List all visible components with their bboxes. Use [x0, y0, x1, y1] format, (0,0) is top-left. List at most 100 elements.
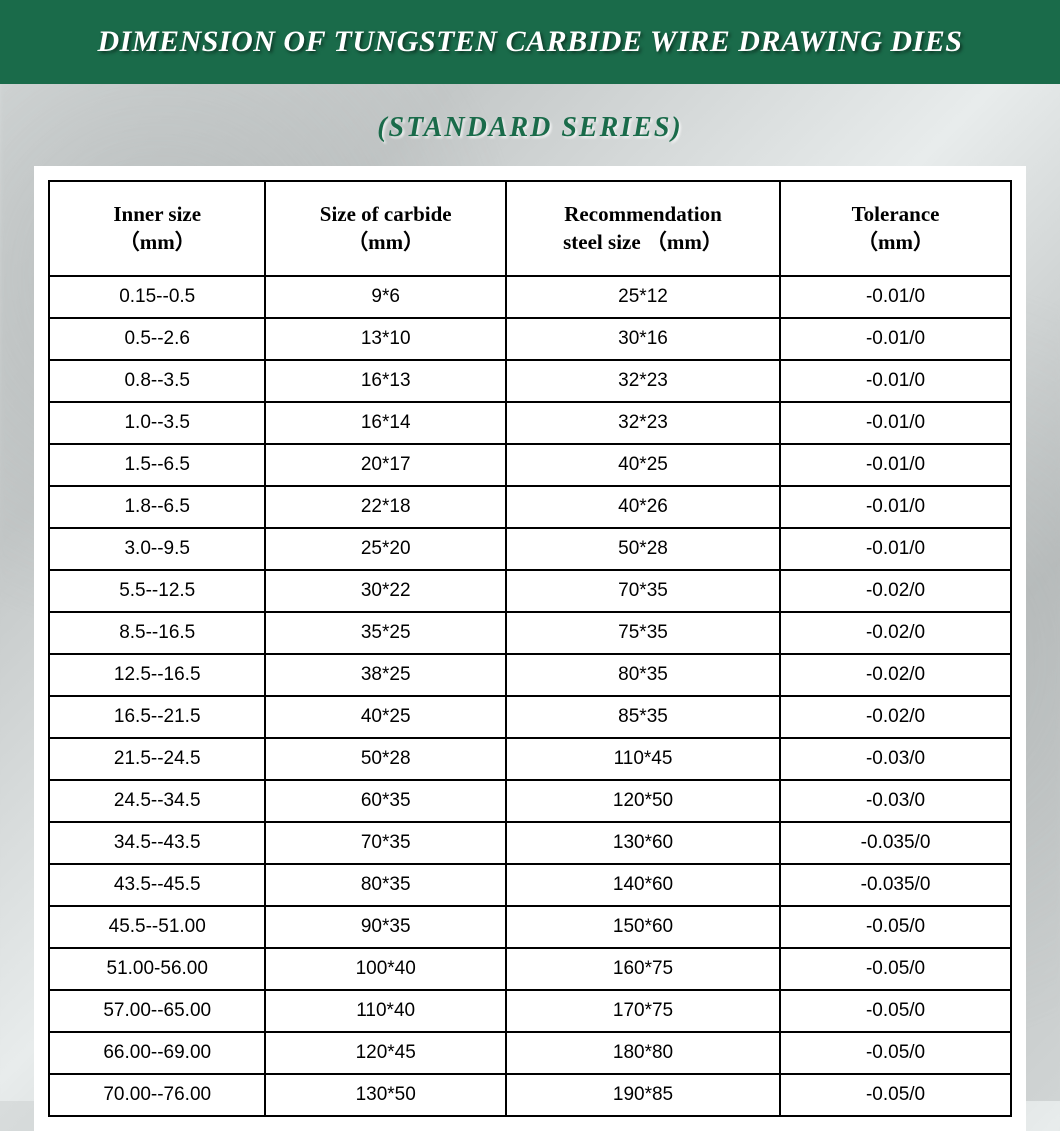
table-cell: 16*14	[265, 402, 506, 444]
table-cell: 40*26	[506, 486, 780, 528]
table-row: 43.5--45.580*35140*60-0.035/0	[49, 864, 1011, 906]
subtitle: (STANDARD SERIES)	[0, 112, 1060, 144]
table-cell: 16*13	[265, 360, 506, 402]
table-row: 5.5--12.530*2270*35-0.02/0	[49, 570, 1011, 612]
table-row: 1.8--6.522*1840*26-0.01/0	[49, 486, 1011, 528]
table-header-row: Inner size （mm） Size of carbide （mm） Rec…	[49, 181, 1011, 276]
table-cell: 80*35	[265, 864, 506, 906]
table-body: 0.15--0.59*625*12-0.01/00.5--2.613*1030*…	[49, 276, 1011, 1116]
table-cell: 190*85	[506, 1074, 780, 1116]
table-cell: 38*25	[265, 654, 506, 696]
table-cell: 1.8--6.5	[49, 486, 265, 528]
dimension-table: Inner size （mm） Size of carbide （mm） Rec…	[48, 180, 1012, 1117]
table-row: 8.5--16.535*2575*35-0.02/0	[49, 612, 1011, 654]
table-cell: 130*50	[265, 1074, 506, 1116]
table-cell: -0.05/0	[780, 990, 1011, 1032]
header-bar: DIMENSION OF TUNGSTEN CARBIDE WIRE DRAWI…	[0, 0, 1060, 84]
col-header-line1: Recommendation	[564, 202, 721, 226]
table-row: 45.5--51.0090*35150*60-0.05/0	[49, 906, 1011, 948]
table-cell: 32*23	[506, 402, 780, 444]
table-cell: 43.5--45.5	[49, 864, 265, 906]
table-row: 0.15--0.59*625*12-0.01/0	[49, 276, 1011, 318]
col-header-line1: Inner size	[113, 202, 201, 226]
table-cell: 3.0--9.5	[49, 528, 265, 570]
table-cell: 1.0--3.5	[49, 402, 265, 444]
table-cell: -0.05/0	[780, 1074, 1011, 1116]
col-header-line1: Tolerance	[852, 202, 940, 226]
table-cell: -0.05/0	[780, 906, 1011, 948]
table-cell: 60*35	[265, 780, 506, 822]
col-header-line2: steel size （mm）	[563, 230, 723, 254]
table-row: 16.5--21.540*2585*35-0.02/0	[49, 696, 1011, 738]
table-cell: 70.00--76.00	[49, 1074, 265, 1116]
table-row: 1.5--6.520*1740*25-0.01/0	[49, 444, 1011, 486]
table-cell: -0.02/0	[780, 570, 1011, 612]
table-cell: 21.5--24.5	[49, 738, 265, 780]
table-cell: 16.5--21.5	[49, 696, 265, 738]
table-cell: -0.02/0	[780, 696, 1011, 738]
table-cell: -0.01/0	[780, 486, 1011, 528]
table-row: 66.00--69.00120*45180*80-0.05/0	[49, 1032, 1011, 1074]
table-cell: 180*80	[506, 1032, 780, 1074]
table-cell: 1.5--6.5	[49, 444, 265, 486]
table-cell: -0.01/0	[780, 402, 1011, 444]
table-cell: -0.01/0	[780, 360, 1011, 402]
table-cell: 70*35	[506, 570, 780, 612]
table-cell: 25*20	[265, 528, 506, 570]
page-title: DIMENSION OF TUNGSTEN CARBIDE WIRE DRAWI…	[98, 25, 963, 59]
table-cell: 35*25	[265, 612, 506, 654]
table-cell: 45.5--51.00	[49, 906, 265, 948]
table-cell: 150*60	[506, 906, 780, 948]
table-cell: -0.035/0	[780, 864, 1011, 906]
table-cell: 100*40	[265, 948, 506, 990]
table-cell: -0.05/0	[780, 948, 1011, 990]
table-cell: 8.5--16.5	[49, 612, 265, 654]
table-row: 57.00--65.00110*40170*75-0.05/0	[49, 990, 1011, 1032]
table-row: 3.0--9.525*2050*28-0.01/0	[49, 528, 1011, 570]
table-row: 0.8--3.516*1332*23-0.01/0	[49, 360, 1011, 402]
table-cell: 12.5--16.5	[49, 654, 265, 696]
table-cell: -0.02/0	[780, 654, 1011, 696]
col-header-carbide-size: Size of carbide （mm）	[265, 181, 506, 276]
table-cell: 51.00-56.00	[49, 948, 265, 990]
table-cell: 25*12	[506, 276, 780, 318]
table-cell: 57.00--65.00	[49, 990, 265, 1032]
table-cell: 130*60	[506, 822, 780, 864]
table-cell: 32*23	[506, 360, 780, 402]
table-cell: 22*18	[265, 486, 506, 528]
table-cell: 0.8--3.5	[49, 360, 265, 402]
subtitle-area: (STANDARD SERIES)	[0, 84, 1060, 166]
table-cell: -0.03/0	[780, 738, 1011, 780]
table-cell: 110*40	[265, 990, 506, 1032]
table-row: 1.0--3.516*1432*23-0.01/0	[49, 402, 1011, 444]
col-header-line2: （mm）	[857, 230, 934, 254]
table-cell: -0.01/0	[780, 444, 1011, 486]
col-header-line2: （mm）	[347, 230, 424, 254]
table-cell: 30*22	[265, 570, 506, 612]
table-cell: 170*75	[506, 990, 780, 1032]
table-cell: 0.15--0.5	[49, 276, 265, 318]
table-wrapper: Inner size （mm） Size of carbide （mm） Rec…	[34, 166, 1026, 1131]
table-cell: 120*50	[506, 780, 780, 822]
table-row: 12.5--16.538*2580*35-0.02/0	[49, 654, 1011, 696]
table-cell: 0.5--2.6	[49, 318, 265, 360]
table-cell: -0.05/0	[780, 1032, 1011, 1074]
table-cell: 9*6	[265, 276, 506, 318]
table-cell: 40*25	[506, 444, 780, 486]
table-cell: 160*75	[506, 948, 780, 990]
table-cell: -0.01/0	[780, 318, 1011, 360]
table-head: Inner size （mm） Size of carbide （mm） Rec…	[49, 181, 1011, 276]
table-row: 0.5--2.613*1030*16-0.01/0	[49, 318, 1011, 360]
table-cell: -0.01/0	[780, 528, 1011, 570]
table-cell: 90*35	[265, 906, 506, 948]
col-header-line1: Size of carbide	[320, 202, 452, 226]
table-cell: 80*35	[506, 654, 780, 696]
table-cell: -0.035/0	[780, 822, 1011, 864]
table-cell: 5.5--12.5	[49, 570, 265, 612]
table-cell: 75*35	[506, 612, 780, 654]
table-cell: 50*28	[265, 738, 506, 780]
col-header-tolerance: Tolerance （mm）	[780, 181, 1011, 276]
col-header-inner-size: Inner size （mm）	[49, 181, 265, 276]
table-cell: 20*17	[265, 444, 506, 486]
table-cell: 140*60	[506, 864, 780, 906]
